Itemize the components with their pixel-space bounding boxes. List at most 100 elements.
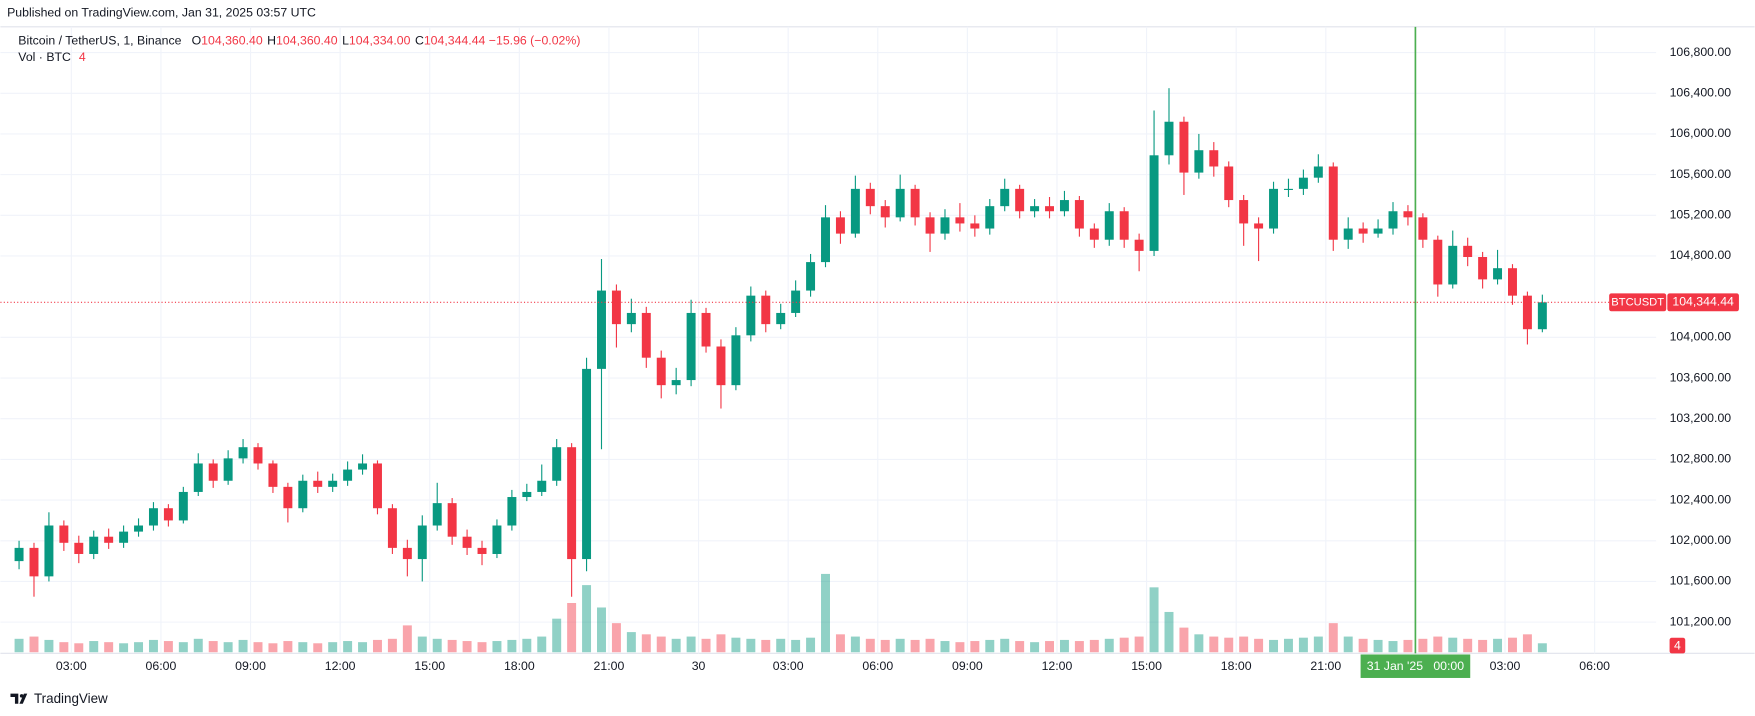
x-tick-label: 06:00 [1579, 659, 1610, 673]
volume-bar [791, 639, 801, 653]
ohlc-value: 104,344.44 [424, 34, 486, 48]
volume-bar [283, 641, 293, 653]
volume-bar [537, 636, 547, 653]
x-tick-label: 12:00 [325, 659, 356, 673]
candle-body [298, 480, 308, 509]
y-tick-label: 105,600.00 [1670, 167, 1732, 181]
candle-body [671, 380, 681, 386]
volume-bar [1328, 623, 1338, 653]
candle-body [402, 547, 412, 560]
volume-bar [134, 642, 144, 653]
candle-body [193, 463, 203, 492]
volume-bar [1493, 638, 1503, 653]
candle-body [119, 531, 129, 543]
candle-body [716, 346, 726, 386]
candle-body [163, 508, 173, 521]
candle-body [1000, 188, 1010, 207]
volume-bar [462, 641, 472, 653]
volume-badge-text: 4 [1674, 638, 1681, 652]
candle-body [1254, 223, 1264, 229]
y-tick-label: 103,200.00 [1670, 411, 1732, 425]
change: −15.96 (−0.02%) [489, 34, 581, 48]
candle-body [1149, 155, 1159, 251]
volume-bar [626, 632, 636, 653]
volume-bar [178, 642, 188, 653]
x-tick-label: 12:00 [1042, 659, 1073, 673]
volume-bar [44, 639, 54, 653]
x-tick-label: 06:00 [862, 659, 893, 673]
ohlc: O104,360.40 H104,360.40 L104,334.00 C104,34… [192, 34, 486, 48]
volume-bar [641, 634, 651, 653]
volume-bar [1134, 636, 1144, 653]
candle-body [925, 217, 935, 234]
volume-bar [940, 641, 950, 653]
volume-bar [1104, 638, 1114, 653]
candle-body [1403, 211, 1413, 218]
x-tick-label: 21:00 [1310, 659, 1341, 673]
volume-bar [1433, 636, 1443, 653]
y-tick-label: 101,600.00 [1670, 574, 1732, 588]
volume-bar [313, 643, 323, 653]
candle-body [582, 368, 592, 560]
volume-bar [806, 637, 816, 653]
candle-body [701, 312, 711, 347]
volume-bar [746, 638, 756, 653]
candle-body [1358, 228, 1368, 234]
volume-bar [776, 638, 786, 653]
symbol: Bitcoin / TetherUS, 1, Binance [18, 34, 181, 48]
volume-bar [895, 638, 905, 653]
candle-body [1119, 211, 1129, 240]
candle-body [44, 525, 54, 577]
symbol-badge [1609, 293, 1667, 312]
candle-body [1089, 228, 1099, 240]
volume-bar [1000, 638, 1010, 653]
volume-bar [835, 634, 845, 653]
candle-body [731, 335, 741, 386]
volume-bar [89, 641, 99, 653]
volume-bar [1373, 639, 1383, 653]
volume-bar [731, 637, 741, 653]
candle-body [1015, 188, 1025, 212]
volume-bar [865, 638, 875, 653]
ohlc-key: L [342, 34, 349, 48]
volume-bar [1522, 634, 1532, 653]
candle-body [343, 469, 353, 481]
volume-bar [1343, 636, 1353, 653]
volume-bar [821, 573, 830, 653]
volume-bar [850, 636, 860, 653]
volume-badge [1669, 637, 1686, 654]
volume-bar [14, 638, 24, 653]
candle-body [238, 447, 248, 459]
price-badge-text: 104,344.44 [1672, 295, 1734, 309]
volume-bar [955, 642, 965, 653]
volume-bar [343, 641, 353, 653]
volume-bar [1418, 638, 1428, 653]
candle-body [597, 290, 606, 369]
candle-body [895, 188, 905, 218]
volume-bar [1239, 636, 1249, 653]
legend-price: Bitcoin / TetherUS, 1, Binance O104,360.… [18, 34, 580, 48]
x-tick-label: 03:00 [56, 659, 87, 673]
candle-body [1239, 200, 1249, 224]
price-badge [1667, 293, 1739, 312]
candle-body [626, 312, 636, 325]
volume-bar [925, 638, 935, 653]
y-tick-label: 105,200.00 [1670, 208, 1732, 222]
volume-bar [716, 634, 726, 653]
candles [14, 88, 1547, 597]
volume-bar [1403, 639, 1413, 653]
candle-body [1493, 268, 1503, 280]
candle-body [477, 547, 487, 554]
candle-body [1194, 150, 1204, 173]
candle-body [447, 503, 457, 537]
volume-bar [1254, 638, 1264, 653]
candle-body [134, 525, 144, 532]
candle-body [761, 295, 771, 325]
volume-bar [1478, 639, 1488, 653]
candle-body [89, 536, 99, 554]
candle-body [1522, 295, 1532, 330]
volume-bar [567, 603, 577, 653]
candle-body [835, 217, 845, 234]
volume-bar [1194, 634, 1204, 653]
volume-bar [701, 638, 711, 653]
